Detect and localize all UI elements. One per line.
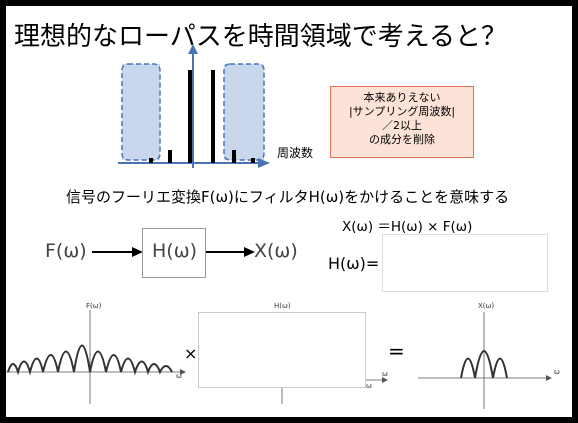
f-spectrum-curve	[7, 344, 173, 376]
spectrum-bar	[211, 70, 215, 163]
f-plot-label: F(ω)	[86, 302, 102, 310]
x-axis-arrow	[546, 375, 552, 381]
axis-arrow-up	[188, 44, 198, 54]
low-shade-left	[122, 64, 160, 160]
block-filter-label: H(ω)	[152, 240, 198, 262]
rejection-band-left	[121, 63, 161, 161]
h-plot-label: H(ω)	[274, 302, 291, 310]
h-plot-overlay-box	[198, 312, 366, 388]
f-omega-label: ω	[176, 372, 182, 380]
x-spectrum-curve	[460, 350, 508, 379]
h-equals-label: H(ω)=	[328, 254, 380, 273]
x-plot-label: X(ω)	[478, 302, 495, 310]
note-line: ／2以上	[382, 119, 422, 132]
arrow-icon	[92, 247, 143, 257]
page-title: 理想的なローパスを時間領域で考えると？	[14, 22, 507, 52]
f-axis-arrow	[180, 369, 186, 375]
note-line: |サンプリング周波数|	[348, 105, 456, 118]
spectrum-bar	[149, 158, 153, 163]
h-omega-label: ω	[382, 370, 388, 378]
block-output-label: X(ω)	[254, 240, 298, 262]
spectrum-bar	[251, 158, 255, 163]
axis-arrow-right	[258, 158, 270, 168]
x-omega-label: ω	[554, 368, 560, 376]
spectrum-diagram	[118, 44, 270, 168]
spectrum-bar	[188, 70, 192, 163]
h-axis-arrow	[382, 377, 388, 383]
note-line: 本来ありえない	[363, 91, 441, 104]
equals-sign: =	[388, 339, 405, 363]
spectrum-bar	[168, 150, 172, 163]
spectrum-bar	[232, 150, 236, 163]
block-input-label: F(ω)	[45, 240, 87, 262]
note-line: の成分を削除	[369, 133, 435, 146]
rejection-band-right	[223, 63, 265, 161]
frequency-label: 周波数	[277, 146, 314, 160]
low-shade-right	[224, 64, 264, 160]
slide: 理想的なローパスを時間領域で考えると？ 周波数 本来ありえない |サンプリング周…	[6, 6, 572, 417]
note-box: 本来ありえない |サンプリング周波数| ／2以上 の成分を削除	[330, 86, 474, 158]
h-formula-box	[382, 234, 548, 292]
x-omega-label: ω	[366, 382, 372, 390]
times-sign: ×	[184, 344, 198, 363]
filter-block	[142, 228, 206, 278]
arrow-icon	[206, 247, 255, 257]
meaning-text: 信号のフーリエ変換F(ω)にフィルタH(ω)をかけることを意味する	[66, 188, 510, 206]
relation-formula: X(ω) ＝H(ω) × F(ω)	[342, 219, 473, 235]
